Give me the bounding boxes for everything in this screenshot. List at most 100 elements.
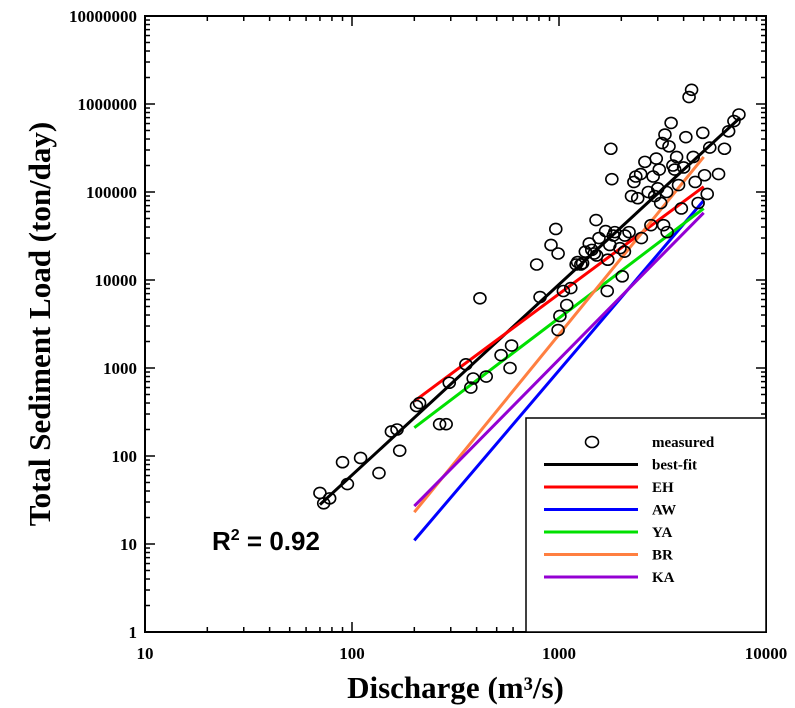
- y-tick-label: 1000: [103, 359, 137, 378]
- y-tick-label: 10000: [95, 271, 138, 290]
- measured-point: [563, 281, 578, 295]
- measured-point: [634, 231, 649, 245]
- measured-point: [559, 298, 574, 312]
- plot-frame: [144, 15, 767, 633]
- measured-point: [442, 376, 457, 390]
- measured-point: [439, 417, 453, 431]
- measured-point: [551, 247, 565, 260]
- legend-label: BR: [652, 548, 673, 564]
- legend-box: [525, 417, 767, 633]
- measured-point: [717, 142, 732, 156]
- y-tick-label: 10: [120, 535, 137, 554]
- x-tick-label: 10: [137, 644, 154, 663]
- y-axis-ticks: 1 10 100 1000 10000 100000 1000000 10000000: [69, 7, 766, 642]
- r-squared-superscript: 2: [231, 527, 240, 544]
- x-axis-ticks: 10 100 1000 10000: [137, 16, 788, 663]
- x-tick-label: 1000: [542, 644, 576, 663]
- measured-point: [322, 492, 337, 505]
- measured-point: [529, 258, 544, 271]
- y-axis-title: Total Sediment Load (ton/day): [22, 122, 57, 527]
- measured-point: [630, 191, 645, 205]
- measured-point: [464, 381, 478, 394]
- legend-item-ya: YA: [544, 525, 672, 541]
- series-line-best-fit: [318, 116, 742, 506]
- measured-point: [664, 116, 678, 130]
- y-tick-label: 1000000: [78, 95, 138, 114]
- measured-point: [652, 163, 667, 176]
- measured-point: [633, 167, 648, 181]
- measured-point: [656, 218, 671, 232]
- legend-label: YA: [652, 525, 672, 541]
- measured-point: [600, 253, 615, 267]
- legend-item-ka: KA: [544, 570, 675, 586]
- measured-point: [551, 323, 565, 337]
- measured-point: [553, 309, 567, 323]
- measured-point: [589, 249, 604, 262]
- measured-point: [605, 172, 619, 186]
- measured-point: [711, 167, 726, 181]
- measured-point: [432, 417, 447, 431]
- x-tick-label: 100: [339, 644, 365, 663]
- fit-lines: [318, 116, 742, 542]
- measured-point: [613, 241, 627, 255]
- measured-point: [556, 284, 571, 298]
- measured-point: [582, 237, 597, 250]
- measured-point: [653, 196, 668, 210]
- legend-item-eh: EH: [544, 480, 674, 496]
- measured-point: [390, 423, 404, 436]
- measured-point: [721, 124, 736, 138]
- x-tick-label: 10000: [745, 644, 788, 663]
- measured-point: [624, 189, 639, 203]
- measured-point: [504, 339, 519, 352]
- legend-marker: [584, 435, 600, 449]
- measured-point: [679, 130, 693, 144]
- measured-point: [660, 225, 674, 239]
- measured-point: [459, 358, 473, 371]
- measured-point: [686, 150, 701, 164]
- measured-point: [649, 152, 664, 165]
- measured-point: [617, 245, 632, 258]
- measured-point: [589, 213, 603, 227]
- measured-point: [700, 187, 715, 201]
- measured-point: [574, 258, 588, 271]
- measured-point: [727, 114, 741, 128]
- series-line-aw: [413, 199, 705, 542]
- measured-point: [669, 150, 684, 164]
- measured-point: [638, 155, 652, 169]
- measured-point: [615, 270, 630, 283]
- legend-item-aw: AW: [544, 503, 676, 519]
- y-tick-label: 10000000: [69, 7, 137, 26]
- measured-point: [676, 161, 691, 174]
- legend-label: KA: [652, 570, 675, 586]
- legend-item-best-fit: best-fit: [544, 458, 697, 474]
- measured-point: [392, 444, 407, 457]
- series-line-br: [413, 156, 705, 514]
- legend-item-br: BR: [544, 548, 673, 564]
- measured-point: [691, 196, 705, 210]
- measured-point: [688, 175, 703, 189]
- measured-point: [682, 90, 696, 104]
- measured-point: [604, 142, 618, 156]
- legend-label: best-fit: [652, 458, 697, 474]
- legend: measured best-fit EH AW YA BR KA: [525, 417, 767, 633]
- legend-label: AW: [652, 503, 676, 519]
- measured-point: [702, 141, 717, 154]
- measured-point: [658, 128, 672, 141]
- legend-item-measured: measured: [584, 435, 715, 451]
- measured-point: [533, 290, 547, 304]
- measured-point: [340, 477, 355, 491]
- measured-point: [372, 466, 386, 480]
- measured-point: [618, 229, 632, 242]
- series-line-ka: [413, 211, 705, 508]
- measured-point: [592, 231, 606, 245]
- measured-point: [600, 284, 615, 298]
- measured-point: [503, 361, 517, 375]
- measured-point: [732, 108, 746, 121]
- measured-point: [650, 182, 665, 195]
- measured-point: [587, 247, 602, 260]
- measured-point: [473, 291, 487, 305]
- r-squared-value: = 0.92: [240, 526, 320, 556]
- measured-point: [575, 256, 590, 270]
- measured-point: [548, 222, 563, 236]
